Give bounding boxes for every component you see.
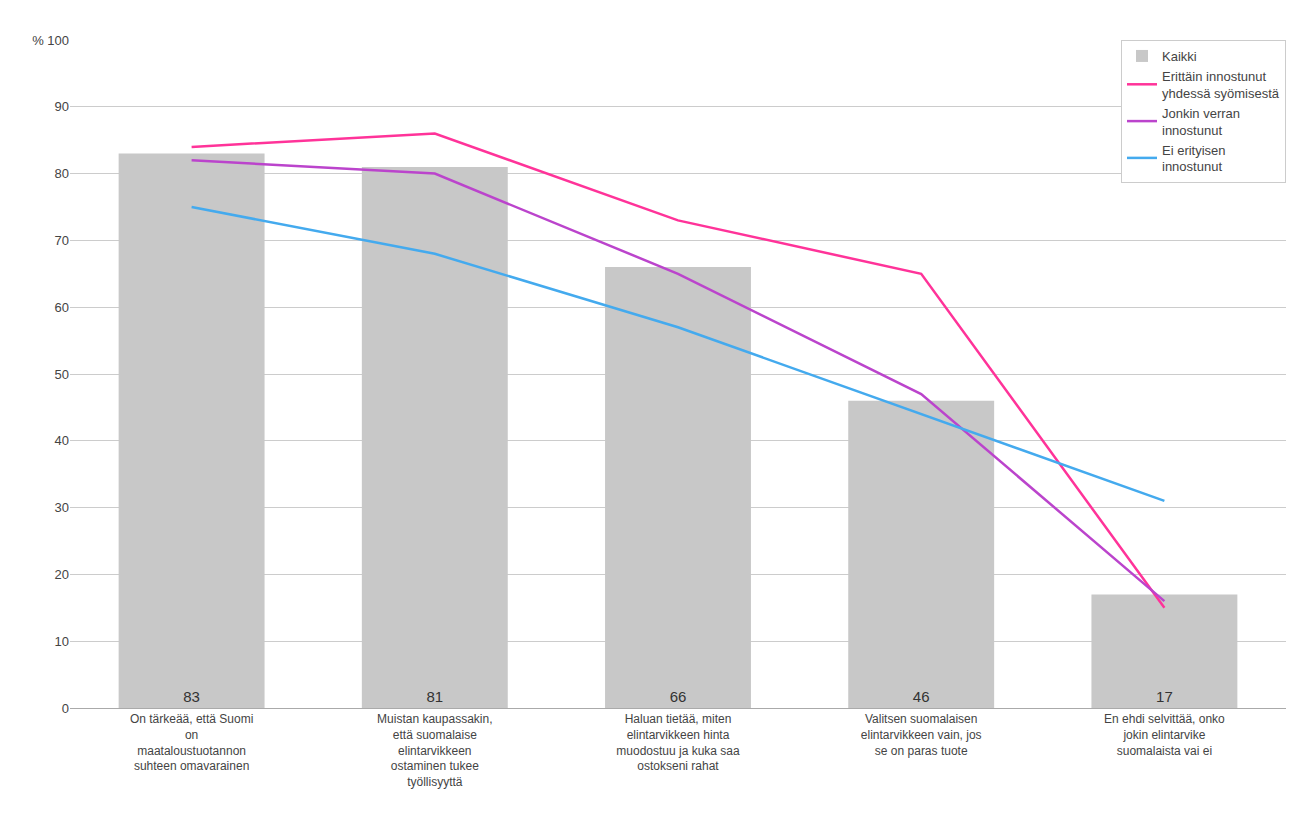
svg-text:Haluan tietää, mitenelintarvik: Haluan tietää, mitenelintarvikkeen hinta… <box>616 712 740 773</box>
svg-text:30: 30 <box>55 500 69 515</box>
svg-text:En ehdi selvittää, onkojokin e: En ehdi selvittää, onkojokin elintarvike… <box>1104 712 1225 757</box>
svg-text:66: 66 <box>670 688 687 705</box>
svg-text:Muistan kaupassakin,että suoma: Muistan kaupassakin,että suomalaiseelint… <box>377 712 492 788</box>
svg-text:On tärkeää, että Suomionmaatal: On tärkeää, että Suomionmaataloustuotann… <box>130 712 253 773</box>
svg-text:81: 81 <box>426 688 443 705</box>
svg-text:0: 0 <box>62 701 69 716</box>
svg-text:50: 50 <box>55 367 69 382</box>
svg-text:83: 83 <box>183 688 200 705</box>
svg-text:10: 10 <box>55 634 69 649</box>
svg-text:80: 80 <box>55 166 69 181</box>
svg-text:90: 90 <box>55 99 69 114</box>
svg-text:Valitsen suomalaisenelintarvik: Valitsen suomalaisenelintarvikkeen vain,… <box>861 712 982 757</box>
svg-text:40: 40 <box>55 433 69 448</box>
svg-text:60: 60 <box>55 300 69 315</box>
svg-text:17: 17 <box>1156 688 1173 705</box>
svg-text:Ei erityiseninnostunut: Ei erityiseninnostunut <box>1162 143 1226 175</box>
svg-text:46: 46 <box>913 688 930 705</box>
svg-text:Kaikki: Kaikki <box>1162 49 1197 64</box>
svg-text:% 100: % 100 <box>32 33 69 48</box>
svg-text:Jonkin verraninnostunut: Jonkin verraninnostunut <box>1162 106 1240 138</box>
svg-text:20: 20 <box>55 567 69 582</box>
svg-text:Erittäin innostunutyhdessä syö: Erittäin innostunutyhdessä syömisestä <box>1162 69 1280 101</box>
svg-text:70: 70 <box>55 233 69 248</box>
